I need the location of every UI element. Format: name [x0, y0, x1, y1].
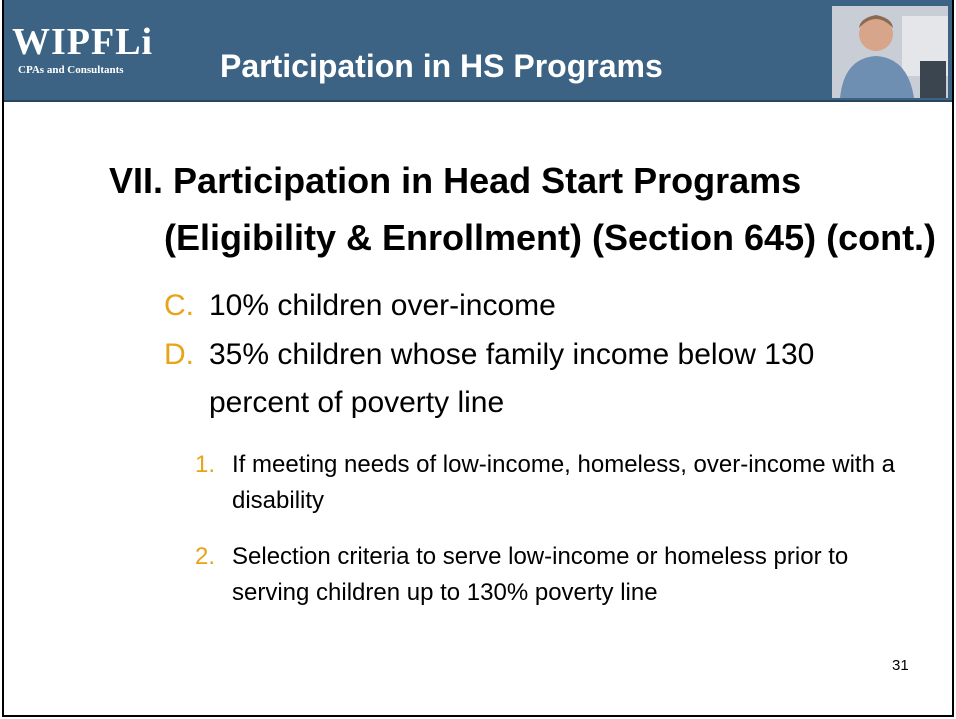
- sub-item-text: If meeting needs of low-income, homeless…: [232, 451, 895, 514]
- sub-item-text: Selection criteria to serve low-income o…: [232, 543, 848, 606]
- sub-item: 1.If meeting needs of low-income, homele…: [195, 447, 925, 519]
- header-title: Participation in HS Programs: [220, 48, 663, 85]
- heading-number: VII.: [109, 160, 163, 201]
- sub-item-marker: 1.: [195, 447, 232, 483]
- page-number: 31: [892, 657, 909, 674]
- list-item: C.10% children over-income: [164, 282, 884, 330]
- page: WIPFLi CPAs and Consultants Participatio…: [0, 0, 956, 719]
- list-item: D.35% children whose family income below…: [164, 331, 884, 427]
- header-bar: WIPFLi CPAs and Consultants Participatio…: [4, 0, 952, 102]
- item-marker: D.: [164, 331, 209, 379]
- item-text: 10% children over-income: [209, 289, 556, 322]
- sub-item-marker: 2.: [195, 539, 232, 575]
- logo-tagline: CPAs and Consultants: [18, 64, 124, 76]
- logo: WIPFLi: [12, 20, 153, 64]
- sub-item: 2.Selection criteria to serve low-income…: [195, 539, 925, 611]
- heading: VII. Participation in Head Start Program…: [109, 152, 944, 266]
- item-marker: C.: [164, 282, 209, 330]
- heading-text: Participation in Head Start Programs (El…: [164, 160, 936, 258]
- presenter-photo: [832, 6, 948, 98]
- slide: WIPFLi CPAs and Consultants Participatio…: [2, 0, 954, 717]
- item-text: 35% children whose family income below 1…: [209, 338, 814, 419]
